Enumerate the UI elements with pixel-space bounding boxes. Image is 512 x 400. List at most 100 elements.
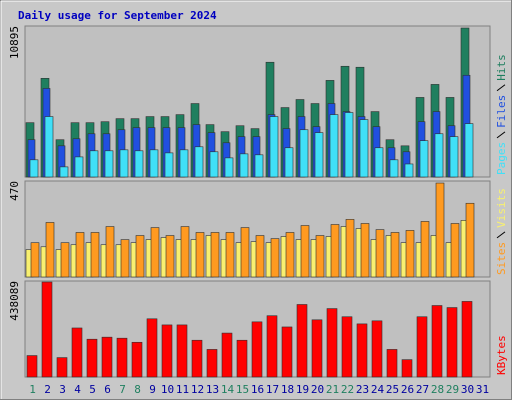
bar [266, 315, 278, 378]
bar [134, 150, 144, 178]
x-tick-label: 16 [251, 383, 264, 396]
bar [150, 227, 160, 278]
bar [371, 320, 383, 378]
bar [224, 157, 234, 178]
x-tick-label: 12 [191, 383, 204, 396]
bar [71, 327, 83, 378]
bar [180, 226, 190, 278]
legend-separator [496, 84, 506, 92]
x-tick-label: 10 [161, 383, 174, 396]
bar [131, 341, 143, 378]
bar [86, 338, 98, 378]
bar [41, 281, 53, 378]
chart-title: Daily usage for September 2024 [18, 9, 217, 22]
bar [255, 235, 265, 278]
bar [206, 349, 218, 378]
bar [60, 242, 70, 278]
x-tick-label: 6 [104, 383, 111, 396]
bar [165, 235, 175, 278]
bar [344, 112, 354, 178]
x-tick-label: 15 [236, 383, 249, 396]
bar [299, 129, 309, 178]
bar [45, 222, 55, 278]
bar [59, 166, 69, 178]
bar [284, 147, 294, 178]
bar [461, 301, 473, 378]
x-tick-label: 7 [119, 383, 126, 396]
x-tick-label: 11 [176, 383, 189, 396]
x-tick-label: 30 [461, 383, 474, 396]
legend-label: Hits [495, 54, 508, 81]
bar [74, 156, 84, 178]
legend-label: Files [495, 95, 508, 128]
bar [209, 151, 219, 178]
bar [176, 324, 188, 378]
bar [434, 133, 444, 178]
x-tick-label: 3 [59, 383, 66, 396]
bar [315, 235, 325, 278]
bar [311, 319, 323, 378]
x-tick-label: 21 [326, 383, 339, 396]
x-tick-label: 20 [311, 383, 324, 396]
bar [404, 163, 414, 178]
x-tick-label: 19 [296, 383, 309, 396]
bar [210, 232, 220, 278]
bar [341, 316, 353, 378]
bar [195, 232, 205, 278]
bar [374, 147, 384, 178]
bar [120, 239, 130, 278]
x-tick-label: 23 [356, 383, 369, 396]
x-tick-label: 25 [386, 383, 399, 396]
bar [75, 232, 85, 278]
bar [239, 153, 249, 178]
bar [375, 229, 385, 278]
x-tick-label: 18 [281, 383, 294, 396]
bar [149, 149, 159, 178]
bar [225, 232, 235, 278]
bar [356, 323, 368, 378]
bar [104, 150, 114, 178]
bar [269, 116, 279, 178]
bar [326, 308, 338, 378]
bar [300, 225, 310, 278]
bar [465, 202, 475, 278]
bar [285, 232, 295, 278]
bar [135, 235, 145, 278]
bar [236, 339, 248, 378]
bar [359, 119, 369, 178]
bar [330, 224, 340, 278]
bar [420, 221, 430, 278]
x-tick-label: 8 [134, 383, 141, 396]
bar [314, 132, 324, 178]
bar [119, 149, 129, 178]
legend-label: Visits [495, 188, 508, 228]
bar [281, 326, 293, 378]
x-tick-label: 4 [74, 383, 81, 396]
bar [194, 146, 204, 178]
bar [390, 232, 400, 278]
bar [179, 149, 189, 178]
bar [56, 357, 68, 378]
legend-label: Sites [495, 242, 508, 275]
x-tick-label: 24 [371, 383, 385, 396]
bar [44, 116, 54, 178]
x-tick-label: 2 [44, 383, 51, 396]
bar [26, 355, 38, 378]
bar [464, 123, 474, 178]
x-tick-label: 5 [89, 383, 96, 396]
legend-label: Pages [495, 142, 508, 175]
x-tick-label: 26 [401, 383, 414, 396]
bar [105, 226, 115, 278]
bar [450, 223, 460, 278]
y-tick-label: 470 [8, 181, 21, 201]
bar [29, 159, 39, 178]
bar [270, 238, 280, 278]
bar [435, 182, 445, 278]
x-tick-label: 28 [431, 383, 444, 396]
y-tick-label: 438089 [8, 281, 21, 321]
bar [101, 336, 113, 378]
x-tick-label: 14 [221, 383, 235, 396]
bar [345, 219, 355, 278]
bar [89, 150, 99, 178]
x-tick-label: 17 [266, 383, 279, 396]
